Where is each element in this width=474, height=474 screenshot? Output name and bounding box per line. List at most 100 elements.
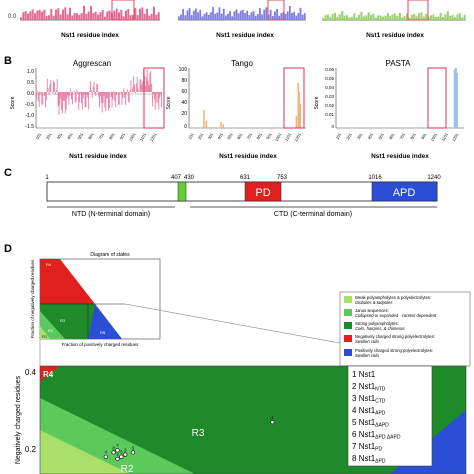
pasta-xlabel: Nst1 residue index (371, 153, 429, 160)
aggrescan-bar (36, 92, 37, 100)
main-label-r4: R4 (43, 370, 54, 379)
legend-swatch-1 (344, 296, 352, 303)
scatter-point-label: 4 (105, 450, 108, 455)
x-tick-label: 1001 (128, 131, 137, 142)
aggrescan-ytick-3: 0.0 (27, 91, 34, 97)
legend-item-5: Positively charged strong polyelectrolyt… (344, 348, 433, 358)
inset-title: Diagram of states (90, 252, 130, 258)
aggrescan-bar (67, 92, 69, 96)
x-tick-label: 1001 (429, 131, 438, 142)
sample-6-sub: ΔPD ΔAPD (375, 435, 401, 441)
top-bar (141, 7, 144, 20)
states-legend: Weak polyampholytes & polyelectrolytes: … (339, 291, 471, 367)
legend-text-3a: Strong polyampholytes: (355, 321, 399, 326)
aggrescan-bar (91, 92, 93, 98)
top-bar (329, 16, 332, 20)
top-bar (374, 17, 377, 20)
scatter-point (123, 452, 128, 457)
tango-ytick-6: 0 (184, 124, 187, 130)
top-bar (295, 15, 298, 20)
aggrescan-bar (59, 92, 61, 105)
scatter-point (115, 456, 120, 462)
pasta-ytick-6: 0.01 (325, 112, 334, 117)
top-bar (341, 11, 344, 20)
top-bar (370, 15, 373, 20)
sample-2-sub: NTD (375, 387, 386, 393)
aggrescan-bar (129, 90, 131, 92)
main-region-r1 (40, 430, 130, 474)
top-bar (120, 9, 123, 20)
legend-frame (339, 291, 471, 367)
inset-label-r2: R2 (48, 328, 54, 333)
top-bar (263, 9, 266, 20)
tango-bar (203, 110, 205, 128)
tango-bar (220, 122, 222, 128)
aggrescan-ytick-6: -1.5 (25, 124, 34, 130)
aggrescan-bar (100, 92, 102, 103)
scatter-point-label: 1 (271, 415, 274, 420)
scatter-point-label: 3 (124, 448, 127, 453)
top-bar (157, 12, 160, 20)
aggrescan-bar (41, 92, 43, 106)
sample-4-num: 4 (352, 406, 357, 415)
x-tick-label: 1101 (440, 131, 449, 142)
top-bar (451, 14, 454, 20)
legend-text-4b: Swollen coils (355, 339, 380, 344)
apd-domain-label: APD (393, 187, 416, 199)
top-bar (50, 8, 53, 20)
aggrescan-bar (135, 83, 137, 92)
inset-xlabel: Fraction of positively charged residues (62, 342, 140, 347)
pasta-ytick-2: 0.05 (325, 76, 334, 81)
top-bar (186, 10, 189, 20)
pasta-bars (453, 68, 458, 128)
top-bar (348, 17, 351, 20)
top-bar (92, 13, 95, 20)
aggrescan-bar (54, 82, 55, 92)
top-bar (403, 16, 406, 20)
aggrescan-bar (134, 84, 135, 92)
top-bar (45, 15, 48, 20)
aggrescan-bar (55, 89, 57, 92)
top-bar (34, 13, 36, 20)
tango-bars (203, 83, 301, 128)
top-bar (461, 17, 464, 20)
x-tick-label: 501 (76, 131, 84, 140)
pasta-ytick-1: 0.06 (325, 67, 334, 72)
aggrescan-bar (144, 85, 146, 92)
top-bar (146, 8, 148, 20)
sample-1-num: 1 (352, 370, 357, 379)
tango-bar (205, 120, 208, 128)
top-bar (372, 13, 375, 20)
top-chart-2: Nst1 residue index (178, 0, 306, 39)
top-chart-2-bars (178, 6, 306, 21)
aggrescan-bar (61, 92, 63, 111)
top-bar (367, 12, 370, 20)
aggrescan-bar (44, 92, 45, 96)
top-bar (422, 16, 425, 20)
tango-bar (222, 124, 225, 128)
top-bar (31, 9, 34, 20)
aggrescan-bar (115, 92, 117, 108)
aggrescan-bar (85, 92, 87, 108)
inset-region-r4 (40, 259, 95, 304)
top-bar (38, 9, 41, 20)
x-tick-label: 701 (399, 131, 407, 140)
top-bar (101, 10, 104, 20)
top-bar (41, 11, 43, 20)
pasta-ytick-5: 0.02 (325, 103, 334, 108)
top-chart-3-xlabel: Nst1 residue index (366, 32, 424, 39)
top-chart-1: 0.0 Nst1 residue index (8, 0, 160, 39)
aggrescan-x-ticks: 101 201 301 401 501 601 701 801 901 1001 1101 1201 (34, 131, 158, 142)
top-bar (413, 14, 416, 20)
top-bar (197, 12, 200, 20)
top-bar (122, 16, 125, 20)
aggrescan-bar (130, 80, 132, 92)
x-tick-label: 901 (118, 131, 126, 140)
top-bar (362, 16, 365, 20)
top-bar (430, 15, 433, 20)
top-bar (427, 16, 430, 20)
top-bar (29, 11, 32, 20)
top-bar (205, 12, 208, 20)
top-bar (235, 9, 238, 20)
aggrescan-bar (149, 73, 151, 92)
